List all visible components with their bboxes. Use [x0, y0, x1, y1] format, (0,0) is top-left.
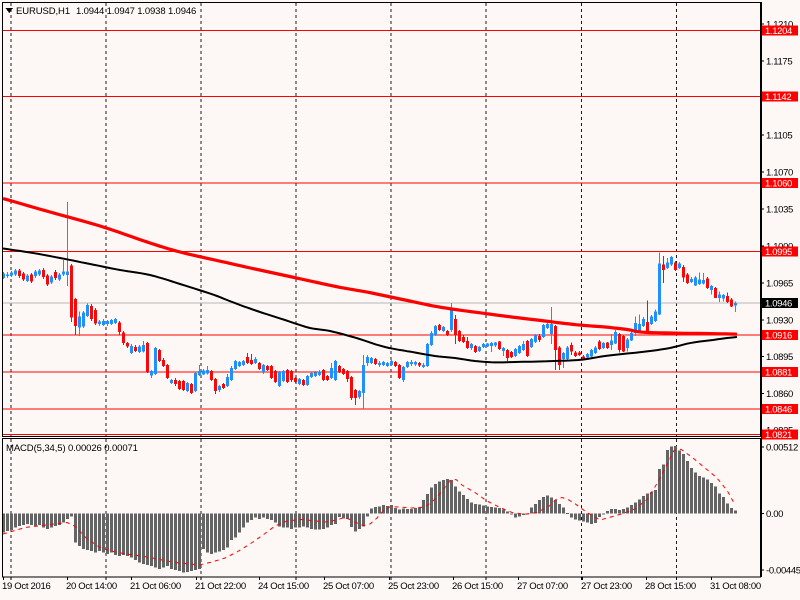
svg-text:MACD(5,34,5) 0.00026 0.00071: MACD(5,34,5) 0.00026 0.00071 [6, 443, 138, 454]
svg-text:1.0846: 1.0846 [765, 404, 792, 415]
svg-text:0.00: 0.00 [766, 509, 783, 520]
svg-text:1.0946: 1.0946 [765, 299, 792, 310]
svg-text:25 Oct 23:00: 25 Oct 23:00 [388, 581, 439, 592]
svg-text:1.1210: 1.1210 [766, 20, 793, 31]
svg-text:19 Oct 2016: 19 Oct 2016 [2, 581, 50, 592]
svg-text:28 Oct 15:00: 28 Oct 15:00 [645, 581, 696, 592]
svg-text:26 Oct 15:00: 26 Oct 15:00 [452, 581, 503, 592]
svg-text:1.0916: 1.0916 [765, 330, 792, 341]
svg-text:25 Oct 07:00: 25 Oct 07:00 [323, 581, 374, 592]
svg-text:1.0965: 1.0965 [766, 279, 793, 290]
svg-text:20 Oct 14:00: 20 Oct 14:00 [66, 581, 117, 592]
svg-text:-0.00445: -0.00445 [766, 566, 800, 577]
svg-text:1.1204: 1.1204 [765, 26, 792, 37]
svg-text:0.00512: 0.00512 [766, 443, 798, 454]
svg-text:1.0995: 1.0995 [765, 247, 792, 258]
svg-text:1.1175: 1.1175 [766, 57, 792, 68]
svg-text:1.0944 1.0947 1.0938 1.0946: 1.0944 1.0947 1.0938 1.0946 [76, 6, 196, 17]
svg-text:1.0930: 1.0930 [766, 315, 793, 326]
svg-text:1.1035: 1.1035 [766, 205, 793, 216]
svg-text:21 Oct 22:00: 21 Oct 22:00 [195, 581, 246, 592]
svg-text:1.1105: 1.1105 [766, 131, 792, 142]
svg-text:21 Oct 06:00: 21 Oct 06:00 [130, 581, 181, 592]
svg-text:EURUSD,H1: EURUSD,H1 [16, 6, 70, 17]
svg-text:1.1142: 1.1142 [765, 92, 791, 103]
svg-text:1.0881: 1.0881 [765, 367, 792, 378]
svg-text:1.0895: 1.0895 [766, 352, 793, 363]
svg-text:24 Oct 15:00: 24 Oct 15:00 [258, 581, 309, 592]
svg-text:1.1070: 1.1070 [766, 168, 793, 179]
svg-text:31 Oct 08:00: 31 Oct 08:00 [710, 581, 761, 592]
svg-text:1.1060: 1.1060 [765, 179, 792, 190]
svg-text:27 Oct 07:00: 27 Oct 07:00 [517, 581, 568, 592]
svg-text:27 Oct 23:00: 27 Oct 23:00 [581, 581, 632, 592]
svg-text:1.0860: 1.0860 [766, 389, 793, 400]
svg-text:1.0821: 1.0821 [765, 430, 792, 441]
